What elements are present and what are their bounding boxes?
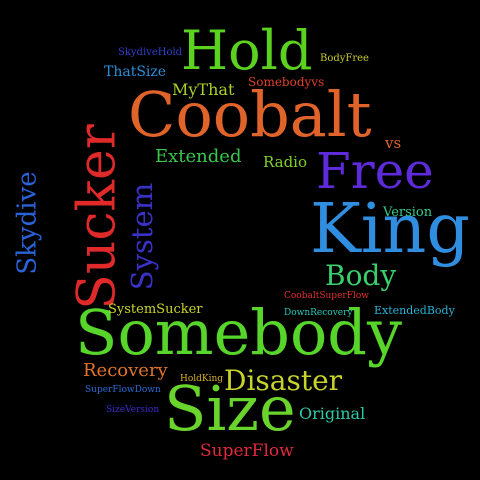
word-body: Body bbox=[325, 259, 397, 292]
word-hold: Hold bbox=[181, 19, 313, 82]
word-sizeversion: SizeVersion bbox=[106, 405, 160, 415]
word-skydive: Skydive bbox=[12, 171, 43, 275]
word-extendedbody: ExtendedBody bbox=[374, 304, 455, 317]
word-bodyfree: BodyFree bbox=[320, 53, 369, 64]
word-vs: vs bbox=[385, 134, 402, 152]
word-free: Free bbox=[316, 142, 434, 200]
word-systemsucker: SystemSucker bbox=[108, 302, 203, 317]
word-king: King bbox=[310, 190, 470, 269]
word-extended: Extended bbox=[155, 146, 242, 167]
word-superflowdown: SuperFlowDown bbox=[85, 385, 161, 395]
word-system: System bbox=[125, 182, 160, 291]
word-recovery: Recovery bbox=[83, 360, 168, 381]
word-coobaltsuperflow: CoobaltSuperFlow bbox=[284, 291, 369, 301]
word-sucker: Sucker bbox=[67, 124, 128, 310]
word-skydivehold: SkydiveHold bbox=[118, 47, 183, 58]
word-somebodyvs: Somebodyvs bbox=[248, 75, 325, 89]
word-mythat: MyThat bbox=[172, 80, 235, 99]
word-downrecovery: DownRecovery bbox=[284, 308, 353, 318]
word-size: Size bbox=[164, 372, 296, 445]
word-coobalt: Coobalt bbox=[128, 78, 372, 151]
word-version: Version bbox=[383, 205, 433, 220]
word-radio: Radio bbox=[263, 153, 308, 171]
word-disaster: Disaster bbox=[224, 364, 343, 397]
word-holdking: HoldKing bbox=[180, 374, 224, 384]
word-somebody: Somebody bbox=[75, 296, 403, 369]
word-superflow: SuperFlow bbox=[200, 441, 294, 461]
word-thatsize: ThatSize bbox=[104, 64, 167, 80]
word-original: Original bbox=[299, 404, 366, 423]
